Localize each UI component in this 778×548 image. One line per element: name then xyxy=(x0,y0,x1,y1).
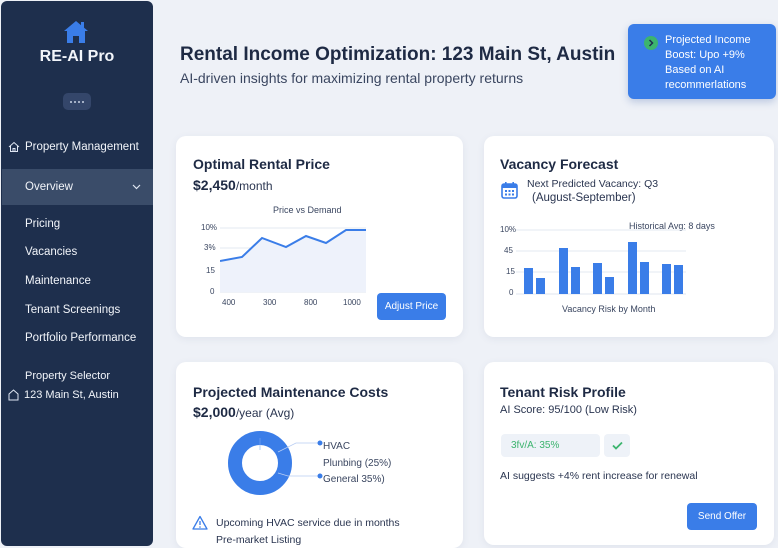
price-unit: /month xyxy=(235,179,273,193)
cost-unit: /year (Avg) xyxy=(235,406,295,420)
y-tick: 10% xyxy=(500,225,517,234)
house-logo-icon xyxy=(64,21,88,43)
y-tick: 15 xyxy=(206,266,215,275)
alert-subtext: Pre-market Listing xyxy=(216,534,302,546)
chevron-down-icon xyxy=(132,184,141,190)
cost-amount: $2,000 xyxy=(193,404,236,420)
card-title: Tenant Risk Profile xyxy=(500,384,626,400)
legend-hvac: HVAC xyxy=(323,441,351,452)
toast-line: Boost: Upo +9% xyxy=(665,49,745,61)
y-tick: 10% xyxy=(201,223,218,232)
x-tick: 300 xyxy=(263,298,277,307)
chart-title: Vacancy Risk by Month xyxy=(562,304,656,314)
legend-general: General 35%) xyxy=(323,474,385,485)
section-label: Property Management xyxy=(25,141,139,153)
sidebar-section-property-management[interactable]: Property Management xyxy=(8,141,139,153)
verified-check-button[interactable] xyxy=(604,434,630,457)
historical-avg-annotation: Historical Avg: 8 days xyxy=(629,221,715,231)
brand-name: RE-AI Pro xyxy=(39,48,115,65)
x-tick: 1000 xyxy=(343,298,361,307)
sidebar-item-maintenance[interactable]: Maintenance xyxy=(25,275,91,287)
sidebar-item-tenant-screenings[interactable]: Tenant Screenings xyxy=(25,304,121,316)
rental-price-value: $2,450/month xyxy=(193,177,273,193)
chart-title: Price vs Demand xyxy=(273,205,342,215)
dot-icon xyxy=(70,100,72,103)
toast-line: Projected Income xyxy=(665,34,751,46)
home-icon xyxy=(8,141,20,152)
maintenance-donut-chart xyxy=(228,431,323,495)
price-amount: $2,450 xyxy=(193,177,236,193)
more-options-button[interactable] xyxy=(63,93,91,110)
card-title: Vacancy Forecast xyxy=(500,156,619,172)
maintenance-cost-value: $2,000/year (Avg) xyxy=(193,404,294,420)
dot-icon xyxy=(82,100,84,103)
property-selector[interactable]: 123 Main St, Austin xyxy=(8,389,119,401)
sidebar: RE-AI Pro Property Management Overview P… xyxy=(1,1,153,546)
checkmark-icon xyxy=(611,441,623,450)
y-tick: 0 xyxy=(509,288,514,297)
y-tick: 45 xyxy=(504,246,513,255)
risk-metric-badge: 3fv/A: 35% xyxy=(501,434,600,457)
rental-price-card: Optimal Rental Price $2,450/month Price … xyxy=(176,136,463,337)
next-vacancy-label: Next Predicted Vacancy: Q3 xyxy=(527,178,659,190)
warning-icon xyxy=(192,515,208,530)
card-title: Projected Maintenance Costs xyxy=(193,384,389,400)
property-selector-value: 123 Main St, Austin xyxy=(24,389,119,401)
calendar-icon xyxy=(501,182,518,199)
maintenance-costs-card: Projected Maintenance Costs $2,000/year … xyxy=(176,362,463,548)
y-tick: 0 xyxy=(210,287,215,296)
x-tick: 800 xyxy=(304,298,318,307)
vacancy-forecast-card: Vacancy Forecast Next Predicted Vacancy:… xyxy=(484,136,774,337)
card-title: Optimal Rental Price xyxy=(193,156,330,172)
dot-icon xyxy=(78,100,80,103)
toast-line: Based on AI xyxy=(665,64,725,76)
x-tick: 400 xyxy=(222,298,236,307)
sidebar-item-vacancies[interactable]: Vacancies xyxy=(25,246,78,258)
y-tick: 15 xyxy=(506,267,515,276)
vacancy-risk-bar-chart xyxy=(516,229,686,295)
send-offer-button[interactable]: Send Offer xyxy=(687,503,757,530)
dot-icon xyxy=(74,100,76,103)
house-outline-icon xyxy=(8,389,19,401)
page-title: Rental Income Optimization: 123 Main St,… xyxy=(180,44,616,65)
next-vacancy-range: (August-September) xyxy=(532,192,636,204)
chevron-right-icon xyxy=(644,36,658,50)
price-demand-line-chart xyxy=(220,227,366,293)
ai-score: AI Score: 95/100 (Low Risk) xyxy=(500,404,637,416)
sidebar-item-overview[interactable]: Overview xyxy=(2,169,153,205)
sidebar-item-label: Overview xyxy=(25,181,73,193)
property-selector-label: Property Selector xyxy=(25,370,110,382)
page-subtitle: AI-driven insights for maximizing rental… xyxy=(180,70,524,86)
tenant-risk-card: Tenant Risk Profile AI Score: 95/100 (Lo… xyxy=(484,362,774,545)
y-tick: 3% xyxy=(204,243,216,252)
income-boost-notification[interactable]: Projected Income Boost: Upo +9% Based on… xyxy=(628,24,776,99)
legend-plumbing: Plunbing (25%) xyxy=(323,458,392,469)
rent-suggestion: AI suggests +4% rent increase for renewa… xyxy=(500,470,698,482)
sidebar-item-pricing[interactable]: Pricing xyxy=(25,218,61,230)
adjust-price-button[interactable]: Adjust Price xyxy=(377,293,446,320)
sidebar-item-portfolio-performance[interactable]: Portfolio Performance xyxy=(25,332,137,344)
toast-line: recommerlations xyxy=(665,79,747,91)
hvac-alert: Upcoming HVAC service due in months xyxy=(216,517,400,529)
